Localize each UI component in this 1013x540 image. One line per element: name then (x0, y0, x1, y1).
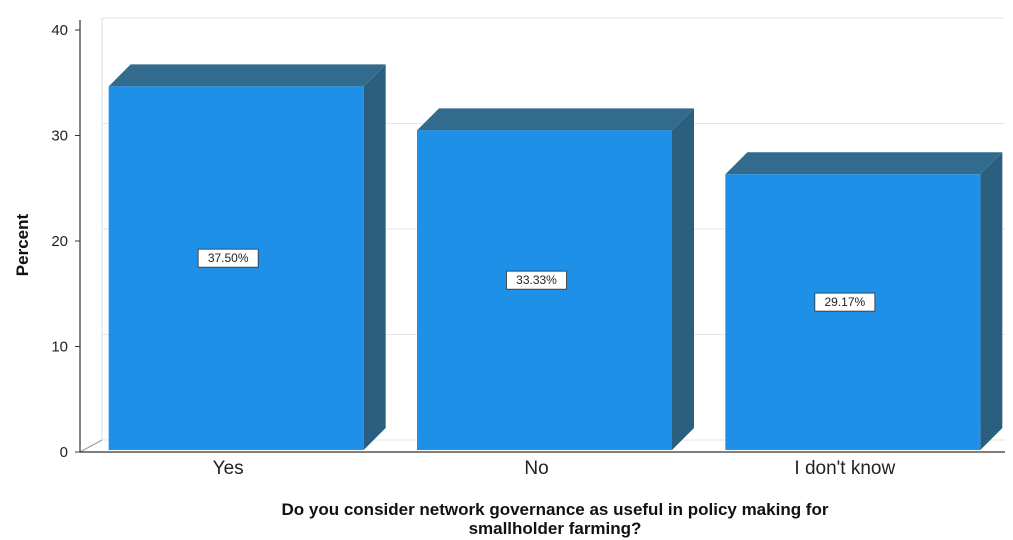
axes (75, 20, 1005, 453)
bar-2 (725, 174, 981, 450)
bar-side-0 (363, 64, 386, 450)
data-label-box-1 (506, 270, 567, 290)
x-axis-title-line-1: Do you consider network governance as us… (282, 500, 829, 519)
floor-diagonal (79, 439, 103, 453)
y-tick-label-20: 20 (51, 233, 68, 250)
y-tick-label-30: 30 (51, 128, 68, 145)
bar-top-0 (108, 64, 386, 87)
data-label-2: 29.17% (824, 295, 865, 309)
data-label-0: 37.50% (208, 251, 249, 265)
tick-and-category-labels: 0 10 20 30 40 Yes No I don't know (51, 22, 895, 479)
y-tick-label-0: 0 (60, 444, 68, 461)
x-tick-label-2: I don't know (794, 458, 895, 479)
x-tick-label-0: Yes (213, 458, 244, 479)
bar-0 (108, 86, 364, 450)
bars: 37.50% 33.33% 29.17% (108, 64, 1003, 450)
data-label-box-2 (814, 292, 876, 312)
y-axis-title: Percent (13, 213, 32, 276)
bar-1 (417, 130, 672, 450)
y-tick-label-10: 10 (51, 339, 68, 356)
y-tick-label-40: 40 (51, 22, 68, 39)
bar-top-1 (417, 108, 694, 131)
bar-side-2 (980, 152, 1003, 450)
bar-top-2 (725, 152, 1003, 175)
x-tick-label-1: No (524, 458, 548, 479)
bar-side-1 (672, 108, 694, 450)
x-axis-title-line-2: smallholder farming? (469, 519, 642, 538)
data-label-1: 33.33% (516, 273, 557, 287)
data-label-box-0 (197, 248, 259, 268)
